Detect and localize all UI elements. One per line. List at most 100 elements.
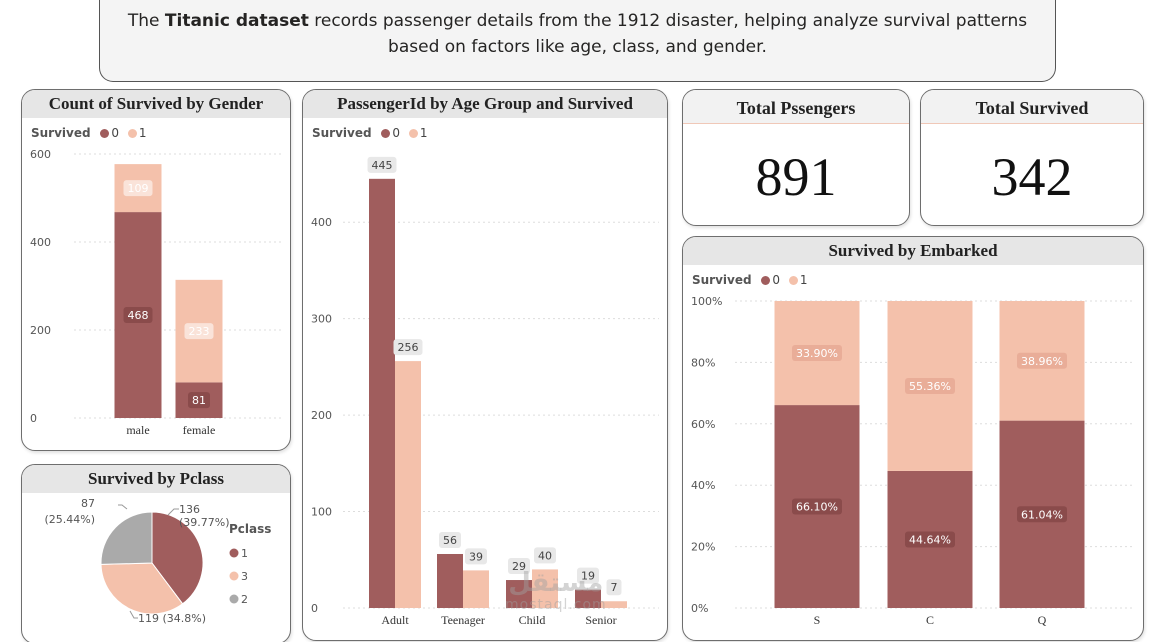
watermark: مستقل mostaql.com [505,570,607,616]
legend-title: Survived [692,273,752,287]
pie-slice-pclass-2 [100,511,153,565]
y-tick-label: 0 [311,602,318,615]
x-tick-label: Teenager [441,613,485,627]
data-label-C-1-bg [905,377,955,394]
total-passengers-card: Total Pssengers 891 [682,89,910,226]
data-label-adult-1: 256 [398,341,419,354]
embarked-chart-panel: Survived by Embarked Survived 0 1 0% 20% 4… [682,236,1144,641]
data-label-teenager-0: 56 [443,534,457,547]
bar-child-survived-0 [506,580,532,608]
data-label-child-1: 40 [538,549,552,562]
x-tick-label: Q [1038,613,1047,627]
y-tick-label: 60% [691,418,715,431]
bar-senior-survived-0 [575,589,601,608]
pclass-chart-panel: Survived by Pclass 136 (39.77%) 87 (25.44%)… [21,464,291,642]
pclass-legend-dot-3 [229,571,239,581]
y-tick-label: 200 [30,324,51,337]
intro-text-box: The Titanic dataset records passenger de… [99,0,1056,82]
legend-dot-0 [761,276,771,285]
data-label-female-1: 233 [189,325,210,338]
pclass-legend-dot-2 [229,594,239,604]
y-tick-label: 0 [30,412,37,425]
pie-label-pclass-1-value: 136 [179,503,200,516]
data-label-senior-0-bg [577,567,599,584]
total-passengers-value: 891 [755,147,837,207]
bar-adult-survived-0 [369,178,395,609]
data-label-S-1-bg [792,345,842,362]
intro-bold: Titanic dataset [164,11,309,31]
leader-line-pclass-3 [129,610,138,619]
y-tick-label: 400 [311,216,332,229]
data-label-female-0: 81 [192,394,206,407]
y-tick-label: 200 [311,409,332,422]
data-label-Q-0-bg [1017,506,1067,523]
y-tick-label: 40% [691,479,715,492]
legend-label-1: 1 [138,126,147,140]
legend-dot-0 [381,129,391,138]
data-label-S-1: 33.90% [796,347,838,360]
data-label-S-0-bg [792,498,842,515]
data-label-S-0: 66.10% [796,501,838,514]
x-tick-label: Senior [585,613,616,627]
y-tick-label: 100 [311,506,332,519]
total-passengers-title: Total Pssengers [683,90,909,124]
age-bar-chart: 0 100 200 300 400 445 256 Adult 56 39 Teenager 29 40… [311,156,659,627]
age-chart-panel: PassengerId by Age Group and Survived Su… [302,89,668,641]
total-survived-card: Total Survived 342 [920,89,1144,226]
total-survived-title: Total Survived [921,90,1143,124]
intro-post: records passenger details from the 1912 … [308,11,1028,57]
data-label-child-1-bg [534,547,556,564]
legend-label-0: 0 [772,273,781,287]
embarked-bar-chart: 0% 20% 40% 60% 80% 100% 66.10% 33.90% S 44.64% 55.… [691,295,1135,627]
bar-teenager-survived-1 [463,570,489,608]
legend-dot-1 [788,276,798,285]
age-chart-legend: Survived 0 1 [312,126,433,140]
data-label-male-0-bg [123,307,153,324]
gender-chart-legend: Survived 0 1 [31,126,152,140]
age-chart-title: PassengerId by Age Group and Survived [303,90,667,118]
y-tick-label: 20% [691,541,715,554]
x-tick-label: female [183,423,216,437]
legend-title: Survived [312,126,372,140]
pie-label-pclass-2-pct: (25.44%) [44,513,95,526]
bar-child-survived-1 [532,569,558,608]
data-label-male-0: 468 [128,309,149,322]
pclass-chart-title: Survived by Pclass [22,465,290,493]
data-label-child-0: 29 [512,560,526,573]
pie-label-pclass-1-pct: (39.77%) [179,516,230,529]
data-label-senior-1-bg [606,579,622,596]
legend-dot-1 [408,129,418,138]
data-label-male-1: 109 [128,182,149,195]
bar-senior-survived-1 [601,601,627,608]
data-label-Q-1-bg [1017,352,1067,369]
data-label-Q-0: 61.04% [1021,508,1063,521]
legend-item-1: 1 [408,126,428,140]
data-label-child-0-bg [508,558,530,575]
legend-label-1: 1 [419,126,428,140]
watermark-bottom: mostaql.com [505,597,607,613]
leader-line-pclass-2 [118,504,128,510]
y-tick-label: 400 [30,236,51,249]
data-label-female-0-bg [188,392,210,409]
data-label-senior-1: 7 [611,581,618,594]
legend-item-1: 1 [788,273,808,287]
pie-slice-pclass-1 [151,511,204,605]
y-tick-label: 100% [691,295,722,308]
legend-title: Survived [31,126,91,140]
y-tick-label: 300 [311,313,332,326]
watermark-top: مستقل [508,568,604,598]
pclass-legend-label-3: 3 [241,570,248,583]
x-tick-label: Adult [381,613,409,627]
legend-item-0: 0 [761,273,780,287]
total-survived-value: 342 [991,147,1073,207]
data-label-Q-1: 38.96% [1021,355,1063,368]
embarked-chart-title: Survived by Embarked [683,237,1143,265]
pclass-legend-label-2: 2 [241,593,248,606]
x-tick-label: C [926,613,934,627]
legend-dot-1 [127,129,137,138]
legend-item-1: 1 [127,126,147,140]
gender-chart-panel: Count of Survived by Gender Survived 0 1… [21,89,291,451]
pclass-legend-label-1: 1 [241,547,248,560]
pie-slice-pclass-3 [100,562,184,615]
data-label-female-1-bg [184,323,214,340]
